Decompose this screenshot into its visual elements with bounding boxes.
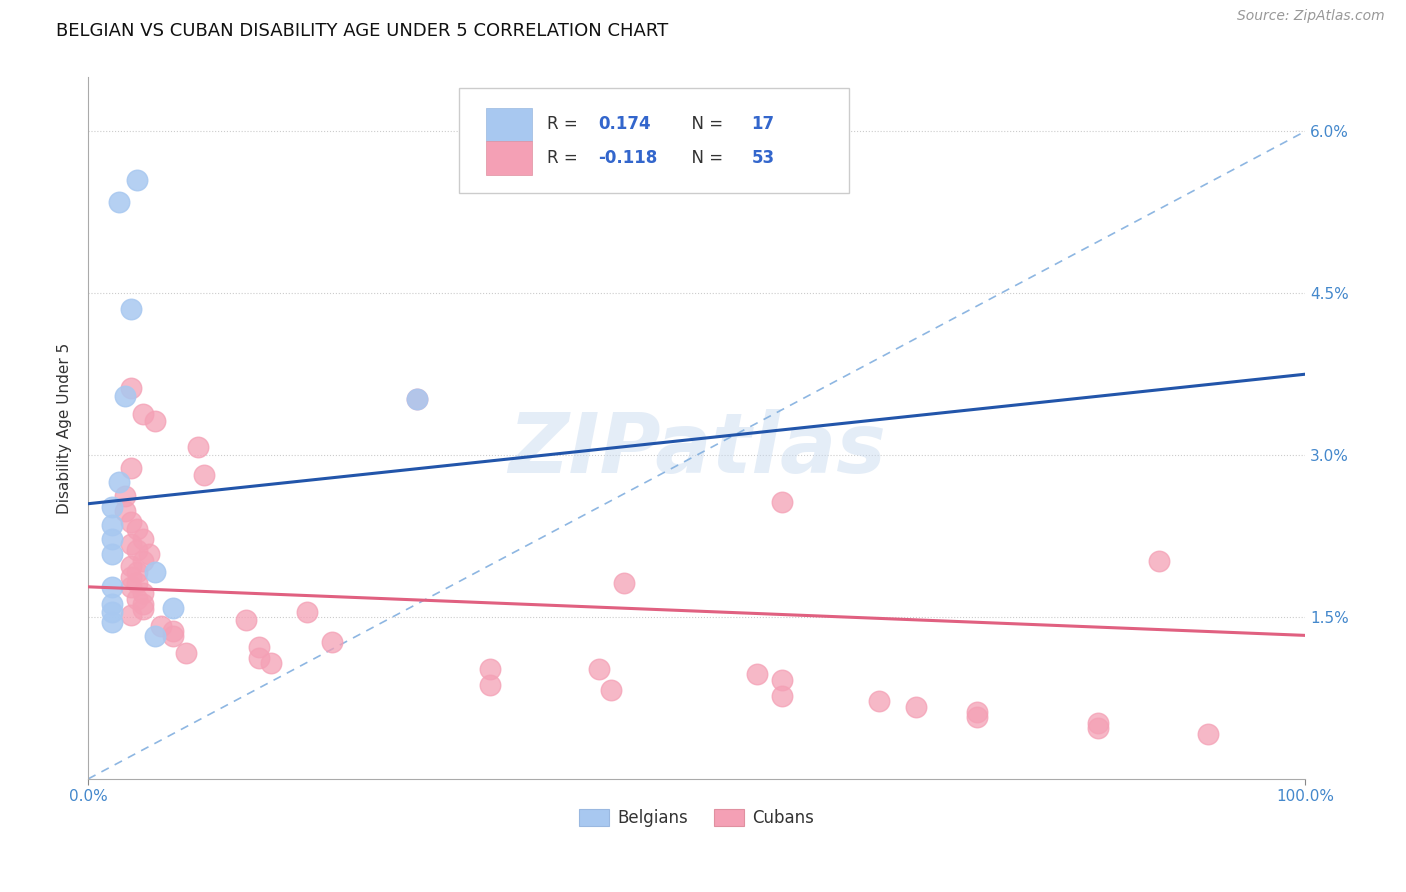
Point: [125, 173, 148, 187]
Point: [478, 662, 501, 676]
Point: [613, 575, 636, 590]
Point: [114, 489, 136, 503]
Point: [120, 536, 142, 550]
Point: [101, 518, 124, 533]
Point: [120, 381, 142, 395]
Text: R =: R =: [547, 149, 583, 167]
Point: [101, 615, 124, 630]
Point: [247, 651, 270, 665]
Text: 17: 17: [751, 115, 775, 134]
Point: [120, 570, 142, 584]
Point: [120, 461, 142, 475]
Point: [770, 689, 793, 703]
Point: [107, 475, 129, 490]
Point: [1087, 721, 1109, 735]
Point: [132, 602, 155, 616]
Point: [101, 533, 124, 547]
Point: [125, 565, 148, 579]
Point: [101, 580, 124, 594]
Point: [120, 580, 142, 594]
Point: [125, 543, 148, 558]
Point: [143, 414, 166, 428]
Point: [193, 467, 215, 482]
Point: [747, 667, 769, 681]
Point: [125, 591, 148, 606]
Point: [101, 597, 124, 611]
Point: [247, 640, 270, 655]
Text: Source: ZipAtlas.com: Source: ZipAtlas.com: [1237, 9, 1385, 23]
Point: [966, 710, 988, 724]
Point: [770, 494, 793, 508]
Point: [125, 522, 148, 536]
Point: [187, 440, 209, 454]
Point: [162, 601, 184, 615]
Point: [132, 533, 155, 547]
Point: [174, 646, 197, 660]
Text: N =: N =: [681, 149, 728, 167]
Point: [235, 613, 257, 627]
Text: N =: N =: [681, 115, 728, 134]
Point: [405, 392, 427, 406]
Point: [143, 565, 166, 579]
Point: [101, 500, 124, 514]
Point: [114, 389, 136, 403]
Point: [1147, 554, 1170, 568]
Point: [295, 605, 318, 619]
Point: [904, 699, 927, 714]
Y-axis label: Disability Age Under 5: Disability Age Under 5: [58, 343, 72, 514]
Point: [132, 554, 155, 568]
Text: BELGIAN VS CUBAN DISABILITY AGE UNDER 5 CORRELATION CHART: BELGIAN VS CUBAN DISABILITY AGE UNDER 5 …: [56, 22, 668, 40]
Point: [120, 607, 142, 622]
Point: [101, 605, 124, 619]
Point: [321, 635, 343, 649]
Text: R =: R =: [547, 115, 583, 134]
FancyBboxPatch shape: [486, 141, 533, 175]
Point: [405, 392, 427, 406]
Point: [125, 575, 148, 590]
Point: [1197, 726, 1219, 740]
Point: [143, 630, 166, 644]
Text: 53: 53: [751, 149, 775, 167]
Point: [260, 657, 283, 671]
Point: [120, 559, 142, 574]
Point: [107, 194, 129, 209]
Point: [132, 407, 155, 421]
Point: [150, 618, 173, 632]
Point: [868, 694, 890, 708]
Point: [114, 504, 136, 518]
Legend: Belgians, Cubans: Belgians, Cubans: [572, 802, 821, 834]
Point: [120, 515, 142, 529]
Point: [162, 630, 184, 644]
Point: [101, 548, 124, 562]
Text: 0.174: 0.174: [598, 115, 651, 134]
Point: [770, 673, 793, 687]
Point: [120, 302, 142, 317]
Point: [132, 597, 155, 611]
Text: ZIPatlas: ZIPatlas: [508, 409, 886, 490]
FancyBboxPatch shape: [486, 108, 533, 141]
Point: [478, 678, 501, 692]
Point: [138, 548, 160, 562]
Point: [966, 705, 988, 719]
Text: -0.118: -0.118: [598, 149, 657, 167]
Point: [1087, 715, 1109, 730]
Point: [162, 624, 184, 638]
Point: [600, 683, 623, 698]
Point: [132, 586, 155, 600]
Point: [588, 662, 610, 676]
FancyBboxPatch shape: [460, 88, 849, 194]
